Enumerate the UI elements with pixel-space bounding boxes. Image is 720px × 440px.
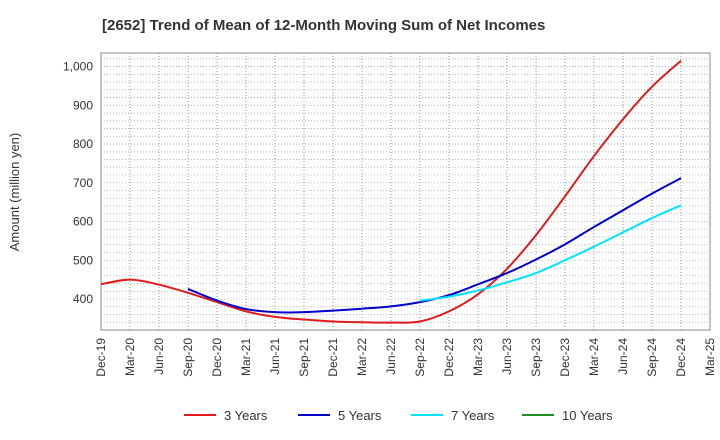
plot-frame [100,52,711,331]
x-tick-label: Sep-22 [413,338,427,377]
y-tick-labels: 400 500 600 700 800 900 1,000 [63,60,93,306]
x-tick-label: Dec-23 [558,338,572,377]
x-tick-label: Mar-20 [123,338,137,376]
legend-label: 5 Years [338,408,382,423]
legend-label: 10 Years [562,408,613,423]
y-tick-label: 800 [73,137,93,151]
series-layer [100,60,682,324]
legend-label: 3 Years [224,408,268,423]
series-line-7-years [419,204,682,302]
x-tick-label: Dec-22 [442,338,456,377]
x-tick-label: Dec-21 [326,338,340,377]
y-axis-label: Amount (million yen) [7,133,22,252]
x-tick-label: Mar-25 [703,338,717,376]
x-tick-label: Sep-21 [297,338,311,377]
x-tick-label: Jun-22 [384,338,398,375]
legend: 3 Years 5 Years 7 Years 10 Years [184,408,613,423]
x-tick-label: Dec-19 [94,338,108,377]
x-tick-label: Jun-20 [152,338,166,375]
y-tick-label: 700 [73,176,93,190]
chart-title: [2652] Trend of Mean of 12-Month Moving … [102,17,545,34]
x-tick-label: Mar-23 [471,338,485,376]
grid-layer [101,53,710,330]
y-tick-label: 600 [73,215,93,229]
x-tick-label: Dec-24 [674,338,688,377]
x-tick-label: Mar-22 [355,338,369,376]
y-tick-label: 500 [73,253,93,267]
legend-item-3-years: 3 Years [184,408,268,423]
y-tick-label: 900 [73,98,93,112]
legend-item-5-years: 5 Years [298,408,382,423]
x-tick-label: Jun-21 [268,338,282,375]
x-tick-label: Jun-23 [500,338,514,375]
y-tick-label: 400 [73,292,93,306]
x-tick-label: Dec-20 [210,338,224,377]
x-tick-label: Jun-24 [616,338,630,375]
legend-item-7-years: 7 Years [411,408,495,423]
legend-item-10-years: 10 Years [522,408,613,423]
x-tick-label: Sep-24 [645,338,659,377]
x-tick-label: Mar-21 [239,338,253,376]
x-tick-label: Sep-20 [181,338,195,377]
y-tick-label: 1,000 [63,60,93,74]
x-tick-labels: Dec-19 Mar-20 Jun-20 Sep-20 Dec-20 Mar-21 Jun-… [94,338,717,377]
x-tick-label: Sep-23 [529,338,543,377]
legend-label: 7 Years [451,408,495,423]
series-line-3-years [100,60,682,324]
x-tick-label: Mar-24 [587,338,601,376]
